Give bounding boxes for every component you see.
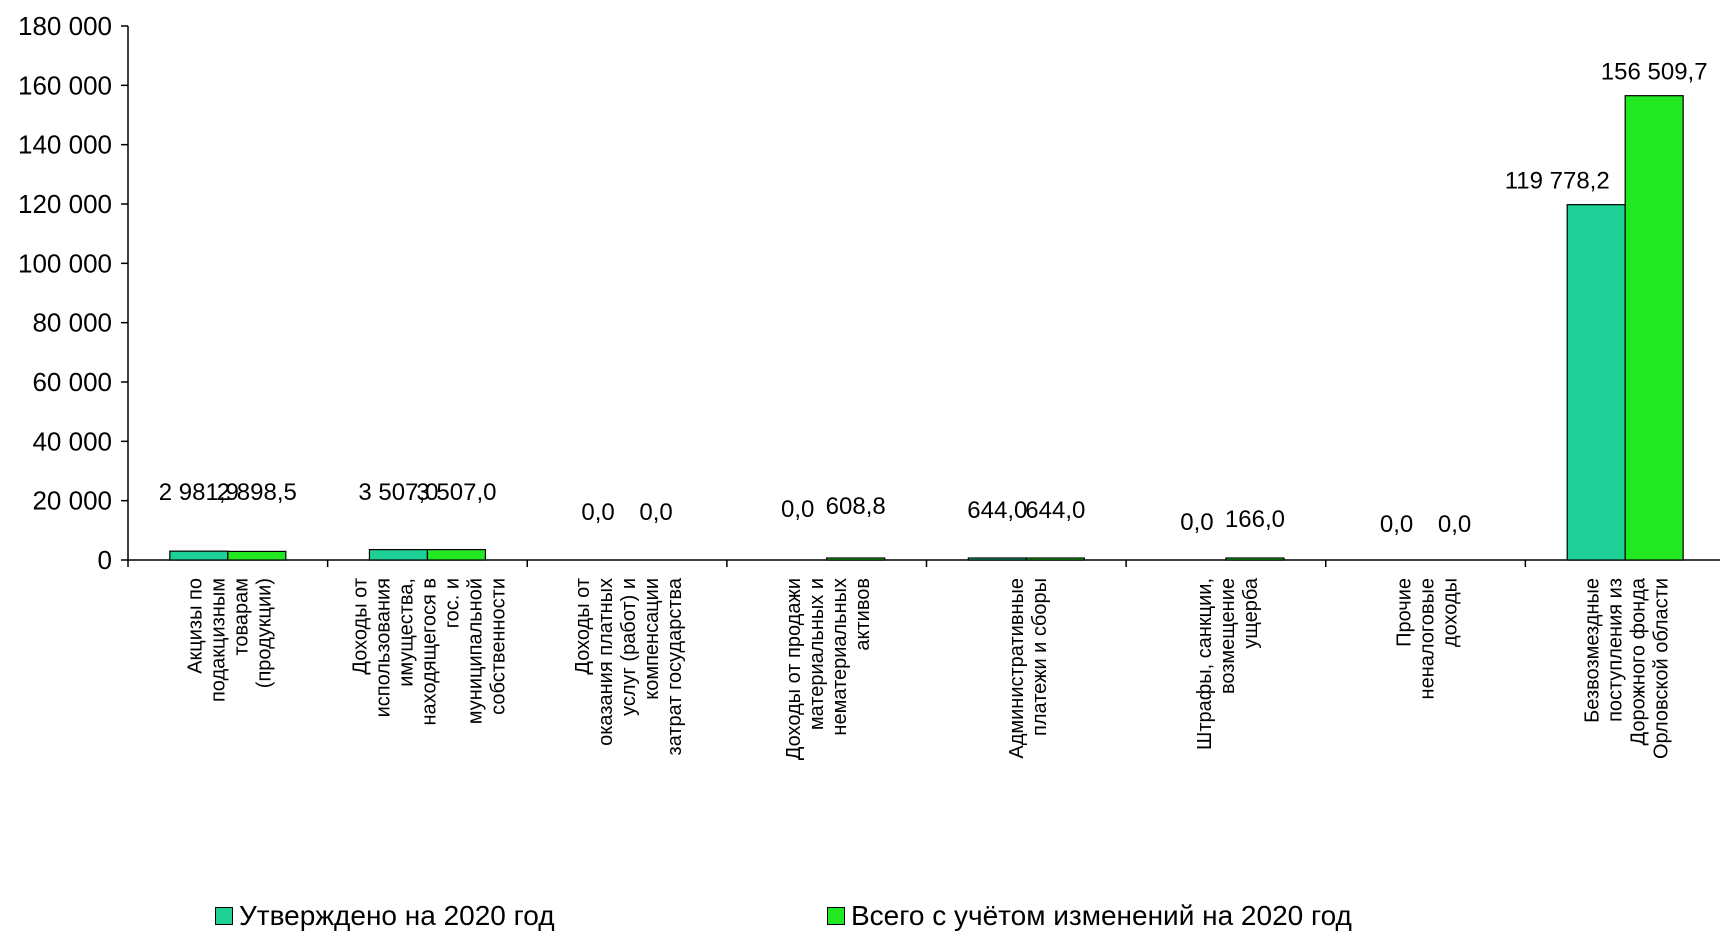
data-label-total: 608,8 (826, 493, 886, 520)
bar-total (1225, 557, 1285, 561)
category-label: товарам (230, 578, 252, 656)
x-axis (127, 559, 1720, 567)
category-label: ущерба (1240, 577, 1262, 648)
bars (169, 95, 1684, 561)
category-label: гос. и (441, 578, 463, 628)
data-labels: 2 981,92 898,5 3 507,03 507,0 0,0 0,0 0,0 608… (159, 59, 1708, 538)
category-label: поступления из (1605, 578, 1627, 722)
category-label: имущества, (395, 578, 417, 687)
data-label-total: 644,0 (1025, 497, 1085, 524)
category-label: Доходы от (349, 578, 371, 675)
legend-item-approved: Утверждено на 2020 год (215, 900, 555, 932)
category-label: Орловской области (1651, 578, 1673, 759)
data-label-total: 0,0 (639, 499, 672, 526)
bar-total (1624, 95, 1684, 561)
data-label-total: 0,0 (1438, 511, 1471, 538)
bar-approved (1566, 204, 1626, 561)
data-label-total: 2 898,5 (217, 479, 297, 506)
category-label: Акцизы по (184, 578, 206, 674)
data-label-approved: 0,0 (1380, 511, 1413, 538)
bar-total (227, 550, 287, 561)
category-label: собственности (487, 578, 509, 715)
data-label-approved: 0,0 (1180, 509, 1213, 536)
data-label-total: 166,0 (1225, 506, 1285, 533)
y-tick-label: 100 000 (18, 248, 112, 278)
legend-swatch-total (827, 907, 845, 925)
y-tick-label: 20 000 (32, 486, 112, 516)
data-label-approved: 2 981,9 (159, 479, 239, 506)
category-label: Доходы от продажи (783, 578, 805, 760)
y-tick-label: 40 000 (32, 426, 112, 456)
category-label: подакцизным (207, 578, 229, 702)
y-tick-label: 60 000 (32, 367, 112, 397)
category-label: Безвозмездные (1582, 578, 1604, 723)
category-label: услуг (работ) и (618, 578, 640, 716)
category-label: нематериальных (829, 578, 851, 736)
bar-total (1025, 557, 1085, 561)
category-label: Административные (1006, 578, 1028, 759)
bar-total (426, 548, 487, 561)
data-label-approved: 119 778,2 (1505, 168, 1610, 195)
category-label: Штрафы, санкции, (1194, 578, 1216, 750)
legend-swatch-approved (215, 907, 233, 925)
category-label: компенсации (641, 578, 663, 700)
data-label-total: 3 507,0 (416, 479, 496, 506)
category-label: активов (852, 578, 874, 651)
category-label: затрат государства (664, 577, 686, 755)
legend-item-total: Всего с учётом изменений на 2020 год (827, 900, 1352, 932)
bar-approved (368, 548, 429, 561)
category-label: Дорожного фонда (1628, 577, 1650, 745)
data-label-approved: 644,0 (967, 497, 1027, 524)
category-label: неналоговые (1417, 578, 1439, 699)
category-label: муниципальной (464, 578, 486, 724)
category-label: возмещение (1217, 578, 1239, 694)
data-label-total: 156 509,7 (1601, 59, 1708, 86)
category-label: оказания платных (595, 578, 617, 746)
legend-label-total: Всего с учётом изменений на 2020 год (851, 900, 1352, 931)
category-labels: Акцизы по подакцизным товарам (продукции) До… (184, 577, 1672, 760)
bar-approved (967, 557, 1027, 561)
data-label-approved: 3 507,0 (358, 479, 438, 506)
category-label: материальных и (806, 578, 828, 730)
bar-approved (169, 550, 229, 561)
y-tick-label: 120 000 (18, 189, 112, 219)
bar-total (826, 557, 886, 561)
data-label-approved: 0,0 (781, 496, 814, 523)
y-tick-label: 180 000 (18, 11, 112, 41)
legend-label-approved: Утверждено на 2020 год (239, 900, 555, 931)
category-label: (продукции) (253, 578, 275, 688)
category-label: доходы (1440, 578, 1462, 647)
category-label: Прочие (1394, 578, 1416, 647)
y-tick-label: 160 000 (18, 70, 112, 100)
category-label: находящегося в (418, 578, 440, 725)
y-tick-label: 0 (98, 545, 112, 575)
y-axis: 0 20 000 40 000 60 000 80 000 100 000 120 000 1… (18, 11, 129, 575)
legend: Утверждено на 2020 год Всего с учётом из… (0, 900, 1720, 936)
y-tick-label: 80 000 (32, 308, 112, 338)
y-tick-label: 140 000 (18, 130, 112, 160)
category-label: использования (372, 578, 394, 717)
data-label-approved: 0,0 (581, 499, 614, 526)
category-label: платежи и сборы (1029, 578, 1051, 736)
category-label: Доходы от (572, 578, 594, 675)
